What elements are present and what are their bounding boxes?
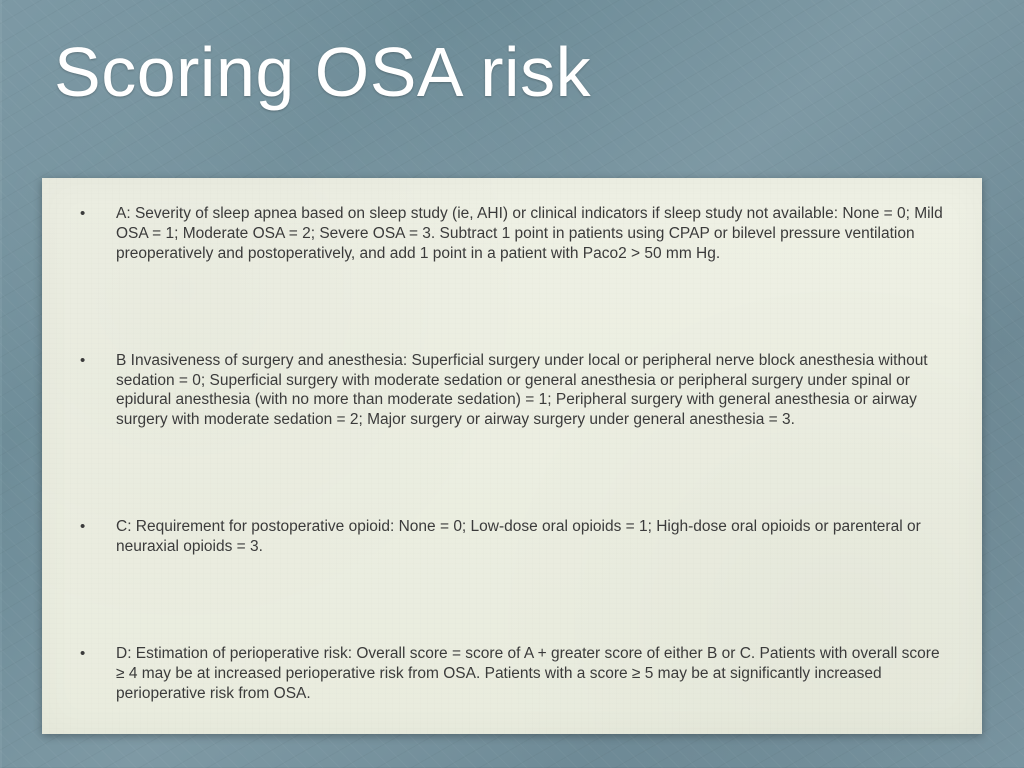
list-item: A: Severity of sleep apnea based on slee… <box>76 204 948 263</box>
bullet-list: A: Severity of sleep apnea based on slee… <box>76 202 948 714</box>
bullet-text: B Invasiveness of surgery and anesthesia… <box>116 352 928 428</box>
slide-title: Scoring OSA risk <box>54 32 591 112</box>
bullet-text: A: Severity of sleep apnea based on slee… <box>116 205 943 262</box>
bullet-text: D: Estimation of perioperative risk: Ove… <box>116 645 940 702</box>
content-panel: A: Severity of sleep apnea based on slee… <box>42 178 982 734</box>
list-item: B Invasiveness of surgery and anesthesia… <box>76 351 948 430</box>
bullet-text: C: Requirement for postoperative opioid:… <box>116 518 921 555</box>
list-item: D: Estimation of perioperative risk: Ove… <box>76 644 948 703</box>
list-item: C: Requirement for postoperative opioid:… <box>76 517 948 557</box>
